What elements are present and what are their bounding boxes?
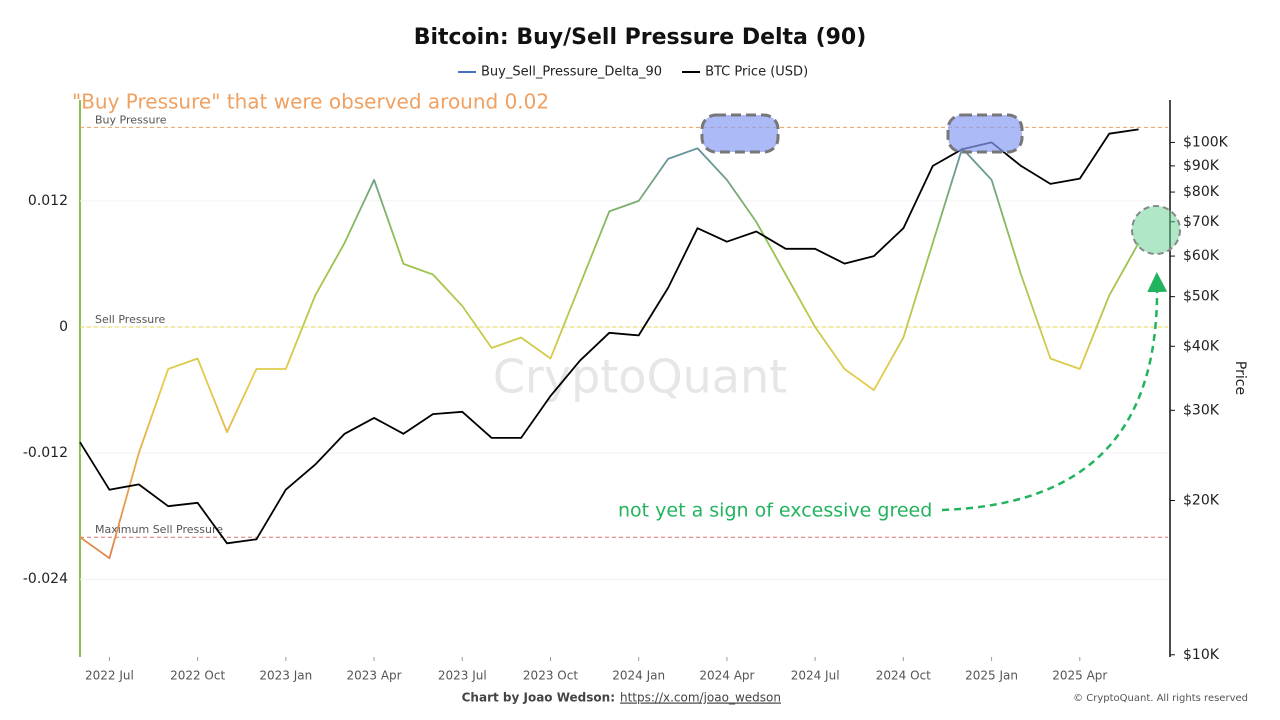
x-tick-label: 2024 Jan [612,669,665,683]
chart-title: Bitcoin: Buy/Sell Pressure Delta (90) [414,25,867,50]
x-tick-label: 2022 Oct [170,669,225,683]
copyright: © CryptoQuant. All rights reserved [1073,693,1248,704]
y2-tick-label: $20K [1183,493,1220,509]
y2-tick-label: $30K [1183,402,1220,418]
x-tick-label: 2023 Oct [523,669,578,683]
highlight [946,113,1024,154]
credit-link[interactable]: https://x.com/joao_wedson [620,691,781,705]
reference-label: Buy Pressure [95,113,167,126]
x-tick-label: 2023 Jan [259,669,312,683]
y-tick-label: -0.012 [23,445,68,461]
y2-tick-label: $50K [1183,289,1220,305]
x-tick-label: 2023 Apr [346,669,401,683]
x-tick-label: 2024 Oct [876,669,931,683]
x-tick-label: 2024 Jul [791,669,840,683]
y-tick-label: 0 [59,319,68,335]
y2-tick-label: $90K [1183,158,1220,174]
legend-label: BTC Price (USD) [705,65,808,80]
y2-tick-label: $80K [1183,184,1220,200]
y2-axis-title: Price [1232,361,1248,395]
y2-tick-label: $70K [1183,214,1220,230]
y2-tick-label: $10K [1183,647,1220,663]
y-tick-label: -0.024 [23,571,68,587]
annotation: not yet a sign of excessive greed [618,500,932,522]
y2-tick-label: $100K [1183,134,1229,150]
x-tick-label: 2022 Jul [85,669,134,683]
x-tick-label: 2025 Apr [1052,669,1107,683]
highlight [1131,205,1181,255]
x-tick-label: 2023 Jul [438,669,487,683]
highlight [700,113,780,154]
y-tick-label: 0.012 [28,193,68,209]
watermark: CryptoQuant [493,350,787,404]
legend-label: Buy_Sell_Pressure_Delta_90 [481,65,662,80]
x-tick-label: 2025 Jan [965,669,1018,683]
credit: Chart by Joao Wedson: [462,691,615,705]
x-tick-label: 2024 Apr [699,669,754,683]
series-line [79,128,1139,545]
y2-tick-label: $40K [1183,338,1220,354]
arrow [941,272,1168,512]
reference-label: Maximum Sell Pressure [95,523,223,536]
annotation: "Buy Pressure" that were observed around… [72,90,549,114]
reference-label: Sell Pressure [95,313,166,326]
y2-tick-label: $60K [1183,248,1220,264]
